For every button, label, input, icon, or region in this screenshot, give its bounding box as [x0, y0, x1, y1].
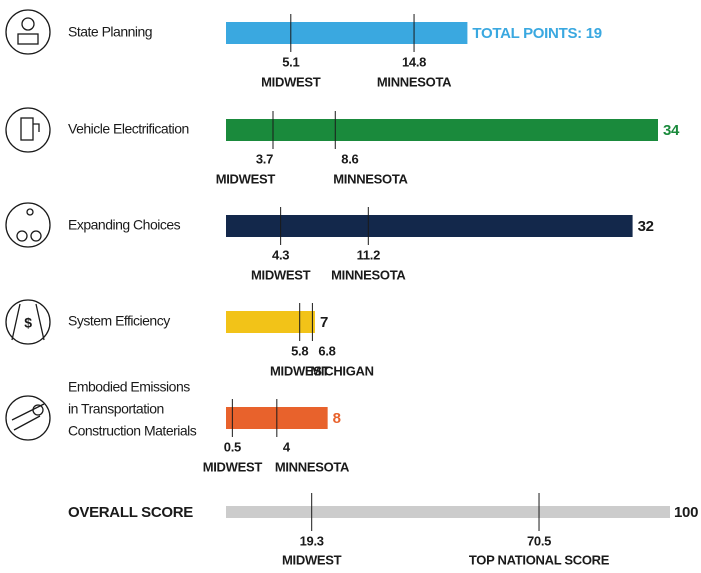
- marker-name: MIDWEST: [282, 552, 342, 567]
- marker-value: 70.5: [527, 533, 551, 548]
- bar: [226, 506, 670, 518]
- svg-text:$: $: [24, 315, 32, 331]
- total-label: 8: [333, 410, 341, 427]
- marker-value: 4.3: [272, 247, 289, 262]
- total-label: 7: [320, 314, 328, 331]
- category-label: Construction Materials: [68, 423, 197, 439]
- marker-name: MIDWEST: [216, 171, 276, 186]
- category-label: Expanding Choices: [68, 217, 181, 233]
- marker-value: 4: [283, 439, 291, 454]
- marker-name: MINNESOTA: [331, 267, 406, 282]
- marker-value: 5.8: [291, 343, 308, 358]
- marker-name: MINNESOTA: [333, 171, 408, 186]
- marker-name: MIDWEST: [270, 363, 330, 378]
- marker-value: 5.1: [282, 54, 299, 69]
- marker-name: MINNESOTA: [377, 74, 452, 89]
- marker-name: MICHIGAN: [310, 363, 373, 378]
- marker-value: 8.6: [341, 151, 358, 166]
- marker-value: 19.3: [300, 533, 324, 548]
- bar: [226, 215, 633, 237]
- marker-name: MIDWEST: [251, 267, 311, 282]
- overall-label: OVERALL SCORE: [68, 504, 193, 521]
- total-label: 100: [674, 504, 698, 521]
- category-label: Embodied Emissions: [68, 379, 190, 395]
- marker-value: 14.8: [402, 54, 426, 69]
- category-label: State Planning: [68, 24, 152, 40]
- marker-value: 0.5: [224, 439, 241, 454]
- marker-name: MIDWEST: [203, 459, 263, 474]
- marker-name: MINNESOTA: [275, 459, 350, 474]
- total-label: 32: [638, 218, 654, 235]
- marker-value: 11.2: [357, 247, 380, 262]
- bar: [226, 22, 468, 44]
- marker-value: 6.8: [318, 343, 335, 358]
- category-label: Vehicle Electrification: [68, 121, 189, 137]
- marker-name: MIDWEST: [261, 74, 321, 89]
- total-label: TOTAL POINTS: 19: [472, 25, 601, 42]
- bar: [226, 119, 658, 141]
- total-label: 34: [663, 122, 680, 139]
- marker-value: 3.7: [256, 151, 273, 166]
- category-label: System Efficiency: [68, 313, 170, 329]
- bar: [226, 311, 315, 333]
- icons: $: [5, 9, 51, 441]
- category-label: in Transportation: [68, 401, 164, 417]
- marker-name: TOP NATIONAL SCORE: [469, 552, 610, 567]
